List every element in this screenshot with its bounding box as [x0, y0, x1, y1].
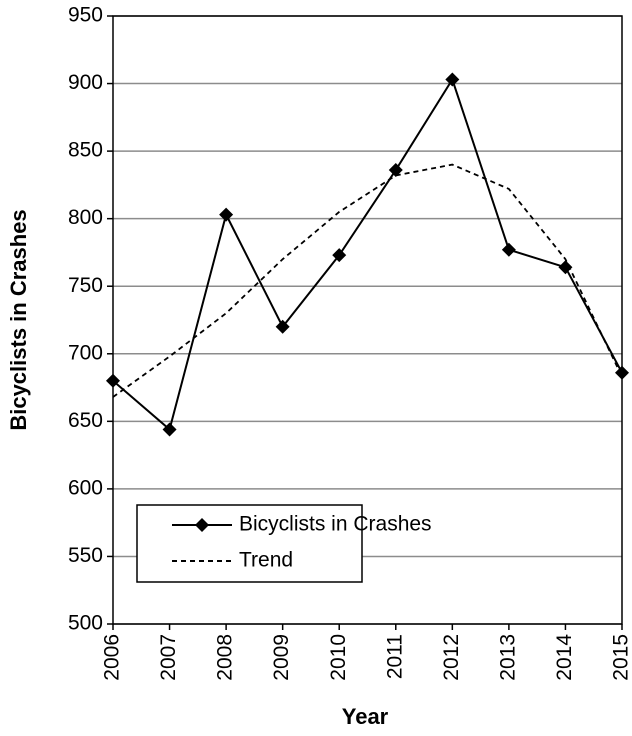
- x-tick-label: 2013: [496, 634, 519, 681]
- series-line: [112, 163, 623, 398]
- data-point: [106, 373, 120, 388]
- legend-marker: [195, 518, 209, 532]
- data-point: [388, 163, 403, 178]
- x-tick-label: 2015: [610, 634, 632, 681]
- y-tick-label: 950: [68, 4, 103, 27]
- data-point: [332, 248, 347, 263]
- x-tick-label: 2009: [270, 634, 293, 681]
- y-tick-label: 550: [68, 544, 103, 567]
- y-tick-label: 900: [68, 71, 103, 94]
- legend-label: Trend: [239, 549, 293, 572]
- x-tick-label: 2008: [214, 634, 237, 681]
- plot-frame: [112, 15, 623, 625]
- data-point: [558, 260, 573, 275]
- data-point: [615, 365, 629, 380]
- x-tick-label: 2010: [327, 634, 350, 681]
- y-tick-label: 800: [68, 206, 103, 229]
- x-tick-label: 2007: [157, 634, 180, 681]
- data-point: [445, 72, 460, 87]
- data-point: [162, 422, 177, 437]
- x-tick-label: 2006: [101, 634, 124, 681]
- y-axis-title: Bicyclists in Crashes: [6, 209, 31, 430]
- y-tick-label: 700: [68, 341, 103, 364]
- data-point: [501, 242, 516, 257]
- y-tick-label: 650: [68, 409, 103, 432]
- series-line: [112, 77, 623, 432]
- y-tick-label: 600: [68, 476, 103, 499]
- y-tick-label: 750: [68, 274, 103, 297]
- x-tick-label: 2011: [383, 634, 406, 679]
- data-point: [219, 207, 234, 222]
- x-axis-title: Year: [342, 704, 389, 729]
- y-tick-label: 500: [68, 612, 103, 635]
- data-point: [275, 319, 290, 334]
- legend-label: Bicyclists in Crashes: [239, 513, 432, 536]
- x-tick-label: 2014: [553, 634, 576, 681]
- x-tick-label: 2012: [440, 634, 463, 681]
- legend-box: [136, 504, 363, 583]
- y-tick-label: 850: [68, 139, 103, 162]
